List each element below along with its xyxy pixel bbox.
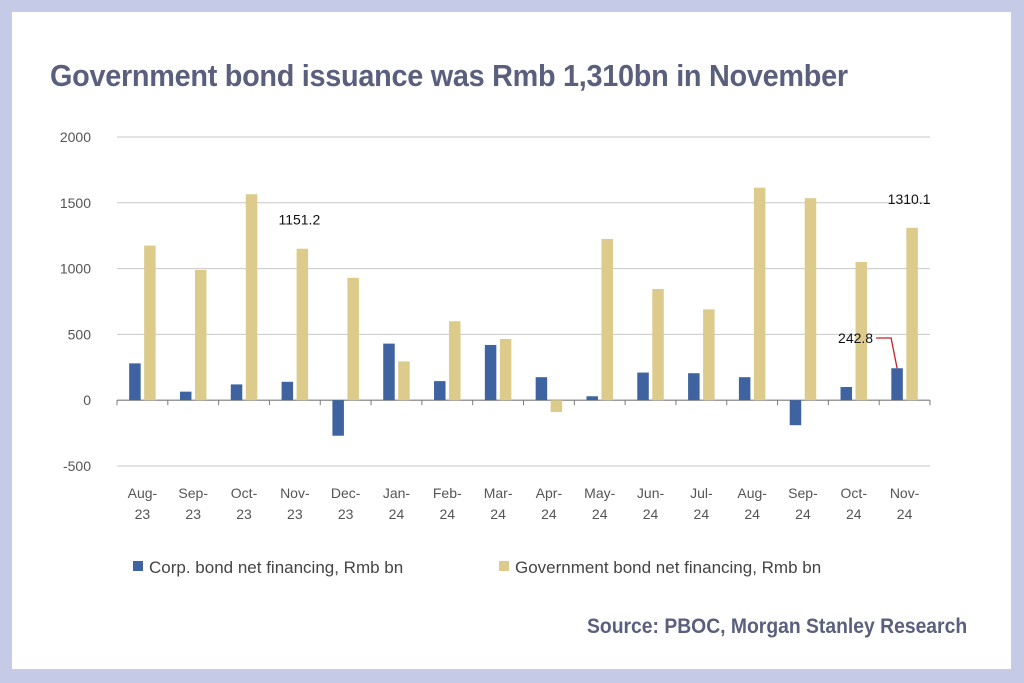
x-tick-label: 24 <box>439 506 455 522</box>
x-tick-label: 24 <box>592 506 608 522</box>
chart-title: Government bond issuance was Rmb 1,310bn… <box>50 58 848 93</box>
x-tick-label: Oct- <box>841 485 868 501</box>
bar-corp-bond <box>484 344 497 401</box>
x-tick-label: Mar- <box>484 485 513 501</box>
bar-gov-bond <box>804 198 817 401</box>
bar-gov-bond <box>703 309 715 401</box>
x-tick-label: 24 <box>795 506 811 522</box>
bar-corp-bond <box>332 400 344 436</box>
bar-gov-bond <box>194 269 207 401</box>
bar-corp-bond <box>637 372 649 401</box>
bar-corp-bond <box>179 391 192 401</box>
bar-gov-bond <box>601 238 613 401</box>
bar-gov-bond <box>753 187 766 401</box>
bar-gov-bond <box>296 248 309 401</box>
bar-gov-bond <box>855 262 868 401</box>
bar-gov-bond <box>499 339 512 401</box>
bar-corp-bond <box>129 363 141 401</box>
legend-swatch-corp <box>133 561 143 571</box>
x-tick-label: Sep- <box>178 485 208 501</box>
x-tick-label: Feb- <box>433 485 462 501</box>
y-tick-label: 0 <box>83 392 91 408</box>
y-tick-label: -500 <box>63 458 91 474</box>
callout-leader-line <box>876 337 898 369</box>
x-tick-label: 23 <box>185 506 201 522</box>
data-label: 1151.2 <box>278 212 320 228</box>
bar-gov-bond <box>449 321 461 401</box>
x-tick-label: Aug- <box>128 485 158 501</box>
data-label: 1310.1 <box>888 191 931 207</box>
x-tick-label: 23 <box>287 506 303 522</box>
x-tick-label: 23 <box>338 506 354 522</box>
x-tick-label: Apr- <box>536 485 563 501</box>
bar-gov-bond <box>398 361 410 401</box>
x-tick-label: 23 <box>236 506 252 522</box>
legend-swatch-gov <box>499 561 509 571</box>
bar-corp-bond <box>434 381 446 401</box>
bar-corp-bond <box>738 377 751 401</box>
bar-corp-bond <box>230 384 243 401</box>
legend-label-gov: Government bond net financing, Rmb bn <box>515 558 821 577</box>
bar-corp-bond <box>586 396 598 401</box>
x-tick-label: 24 <box>389 506 405 522</box>
bar-corp-bond <box>281 381 294 401</box>
legend-label-corp: Corp. bond net financing, Rmb bn <box>149 558 403 577</box>
bar-corp-bond <box>688 373 700 401</box>
bar-corp-bond <box>891 368 903 401</box>
data-label-callout: 242.8 <box>838 330 873 346</box>
bar-gov-bond <box>347 277 359 401</box>
x-tick-label: Nov- <box>280 485 310 501</box>
x-tick-label: 24 <box>897 506 913 522</box>
chart-card: Government bond issuance was Rmb 1,310bn… <box>12 12 1011 669</box>
x-tick-label: Oct- <box>231 485 258 501</box>
bar-corp-bond <box>383 343 395 401</box>
y-tick-label: 2000 <box>60 129 91 145</box>
x-tick-label: Nov- <box>890 485 920 501</box>
x-tick-label: Aug- <box>737 485 767 501</box>
x-tick-label: 24 <box>846 506 862 522</box>
x-tick-label: May- <box>584 485 615 501</box>
bar-gov-bond <box>245 194 258 401</box>
bar-corp-bond <box>535 377 548 401</box>
bar-gov-bond <box>652 288 664 401</box>
source-note: Source: PBOC, Morgan Stanley Research <box>586 615 967 638</box>
bar-gov-bond <box>550 400 563 413</box>
x-tick-label: 23 <box>135 506 151 522</box>
y-tick-label: 500 <box>68 326 92 342</box>
y-tick-label: 1500 <box>60 195 91 211</box>
x-tick-label: Jul- <box>690 485 713 501</box>
x-tick-label: Jun- <box>637 485 665 501</box>
y-tick-label: 1000 <box>60 261 91 277</box>
bar-corp-bond <box>840 387 853 401</box>
x-tick-label: 24 <box>541 506 557 522</box>
x-tick-label: 24 <box>490 506 506 522</box>
x-tick-label: Jan- <box>383 485 411 501</box>
bar-gov-bond <box>906 227 918 401</box>
x-tick-label: 24 <box>643 506 659 522</box>
x-tick-label: Dec- <box>331 485 361 501</box>
x-tick-label: 24 <box>694 506 710 522</box>
x-tick-label: Sep- <box>788 485 818 501</box>
x-tick-label: 24 <box>744 506 760 522</box>
bar-corp-bond <box>789 400 802 426</box>
bar-gov-bond <box>144 245 156 401</box>
